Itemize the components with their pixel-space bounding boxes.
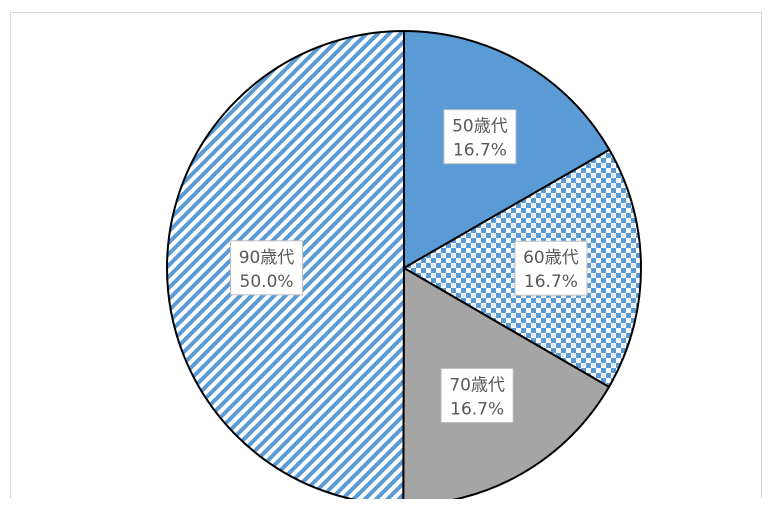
- data-label-percent: 16.7%: [524, 272, 578, 292]
- data-label-2: 60歳代 16.7%: [514, 240, 588, 296]
- data-label-box: [443, 109, 517, 165]
- data-label-3: 70歳代 16.7%: [440, 367, 514, 423]
- data-label-percent: 50.0%: [240, 272, 294, 292]
- data-label-category: 60歳代: [523, 248, 579, 268]
- data-label-percent: 16.7%: [453, 141, 507, 161]
- pie-chart: 50歳代 16.7% 60歳代 16.7% 70歳代 16.7% 90歳代 50.0%: [165, 29, 642, 499]
- data-label-category: 70歳代: [449, 375, 505, 395]
- data-label-1: 50歳代 16.7%: [443, 109, 517, 165]
- data-label-4: 90歳代 50.0%: [230, 240, 304, 296]
- data-label-box: [514, 240, 588, 296]
- data-label-category: 50歳代: [452, 117, 508, 137]
- chart-area: 50歳代 16.7% 60歳代 16.7% 70歳代 16.7% 90歳代 50.0%: [10, 12, 762, 499]
- data-label-box: [440, 367, 514, 423]
- data-label-box: [230, 240, 304, 296]
- data-label-category: 90歳代: [239, 248, 295, 268]
- data-label-percent: 16.7%: [450, 399, 504, 419]
